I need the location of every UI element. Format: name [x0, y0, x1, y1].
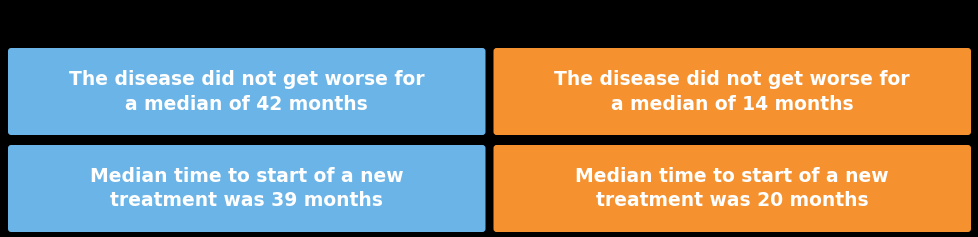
Text: The disease did not get worse for
a median of 14 months: The disease did not get worse for a medi…: [554, 69, 910, 114]
FancyBboxPatch shape: [493, 48, 970, 135]
Text: Median time to start of a new
treatment was 20 months: Median time to start of a new treatment …: [575, 167, 888, 210]
FancyBboxPatch shape: [8, 48, 485, 135]
FancyBboxPatch shape: [493, 145, 970, 232]
Text: Median time to start of a new
treatment was 39 months: Median time to start of a new treatment …: [90, 167, 403, 210]
FancyBboxPatch shape: [8, 145, 485, 232]
Text: The disease did not get worse for
a median of 42 months: The disease did not get worse for a medi…: [68, 69, 424, 114]
